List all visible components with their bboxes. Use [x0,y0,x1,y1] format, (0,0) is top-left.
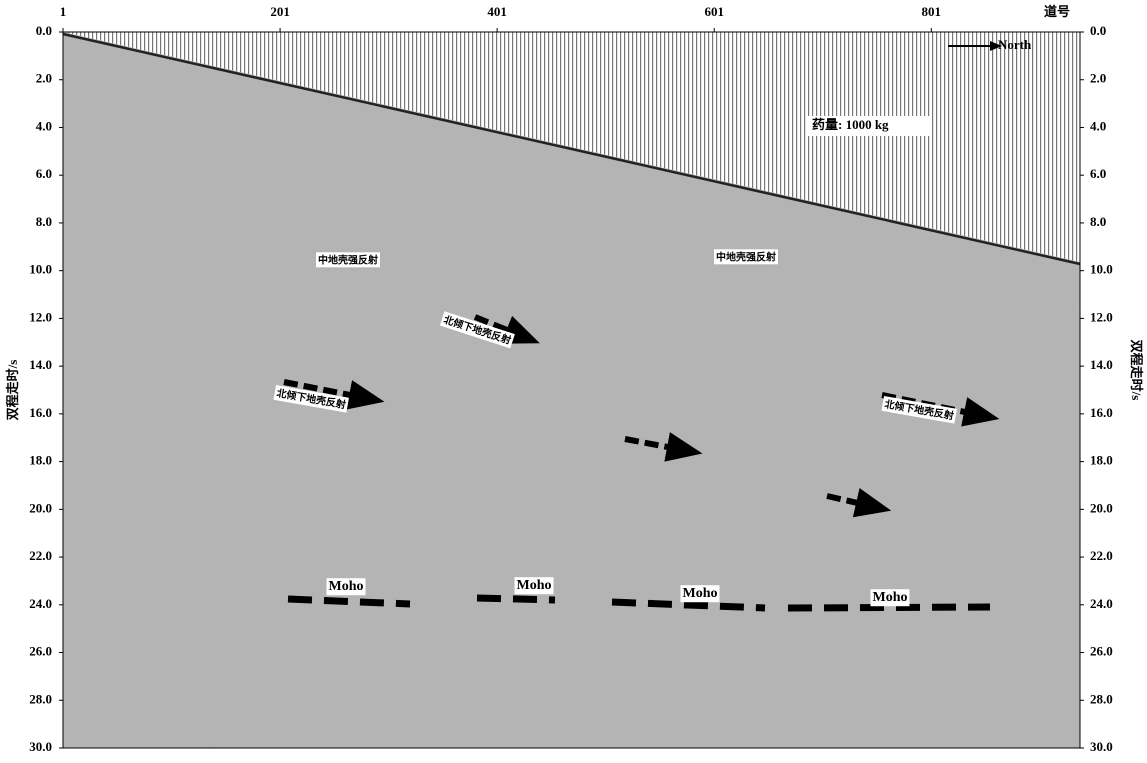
y2-tick-label: 4.0 [1090,118,1106,133]
mid-crust-label: 中地壳强反射 [716,250,776,263]
y2-tick-label: 28.0 [1090,691,1113,706]
moho-label: Moho [517,578,552,593]
direction-label: North [998,37,1032,52]
y2-tick-label: 12.0 [1090,309,1113,324]
moho-label-group: Moho [515,577,554,594]
x-tick-label: 201 [270,4,290,19]
y-tick-label: 26.0 [29,644,52,659]
y-tick-label: 30.0 [29,739,52,754]
moho-label-group: Moho [871,589,910,606]
x-tick-label: 1 [60,4,67,19]
y2-tick-label: 30.0 [1090,739,1113,754]
x-tick-label: 801 [922,4,942,19]
y2-tick-label: 10.0 [1090,262,1113,277]
y-tick-label: 12.0 [29,309,52,324]
moho-label: Moho [873,590,908,605]
moho-label: Moho [329,579,364,594]
mid-crust-label-group: 中地壳强反射 [316,252,380,267]
y-tick-label: 14.0 [29,357,52,372]
y-axis-label: 双程走时/s [5,360,20,421]
y-tick-label: 20.0 [29,500,52,515]
x-axis-label: 道号 [1044,4,1070,19]
x-tick-label: 601 [704,4,724,19]
y2-tick-label: 18.0 [1090,453,1113,468]
moho-label-group: Moho [327,578,366,595]
y-tick-label: 0.0 [36,23,52,38]
y-tick-label: 18.0 [29,453,52,468]
y-tick-label: 22.0 [29,548,52,563]
y-tick-label: 4.0 [36,118,52,133]
y2-tick-label: 14.0 [1090,357,1113,372]
y-tick-label: 8.0 [36,214,52,229]
y-tick-label: 28.0 [29,691,52,706]
y-tick-label: 2.0 [36,71,52,86]
mid-crust-label: 中地壳强反射 [318,253,378,266]
y2-tick-label: 16.0 [1090,405,1113,420]
y2-tick-label: 26.0 [1090,644,1113,659]
y2-tick-label: 6.0 [1090,166,1106,181]
y-tick-label: 24.0 [29,596,52,611]
mid-crust-label-group: 中地壳强反射 [714,249,778,264]
y2-axis-label: 双程走时/s [1129,340,1144,401]
y2-tick-label: 8.0 [1090,214,1106,229]
y2-tick-label: 24.0 [1090,596,1113,611]
y2-tick-label: 20.0 [1090,500,1113,515]
y2-tick-label: 0.0 [1090,23,1106,38]
y2-tick-label: 22.0 [1090,548,1113,563]
charge-label: 药量: 1000 kg [812,117,889,132]
y-tick-label: 16.0 [29,405,52,420]
seismic-figure: 1 201 401 601 801 0.0 0.0 2.0 2.0 4.0 4.0 6.0 6.0 8.0… [0,0,1147,763]
moho-label: Moho [683,586,718,601]
y-tick-label: 10.0 [29,262,52,277]
moho-label-group: Moho [681,585,720,602]
y-tick-label: 6.0 [36,166,52,181]
y2-tick-label: 2.0 [1090,71,1106,86]
x-tick-label: 401 [487,4,507,19]
